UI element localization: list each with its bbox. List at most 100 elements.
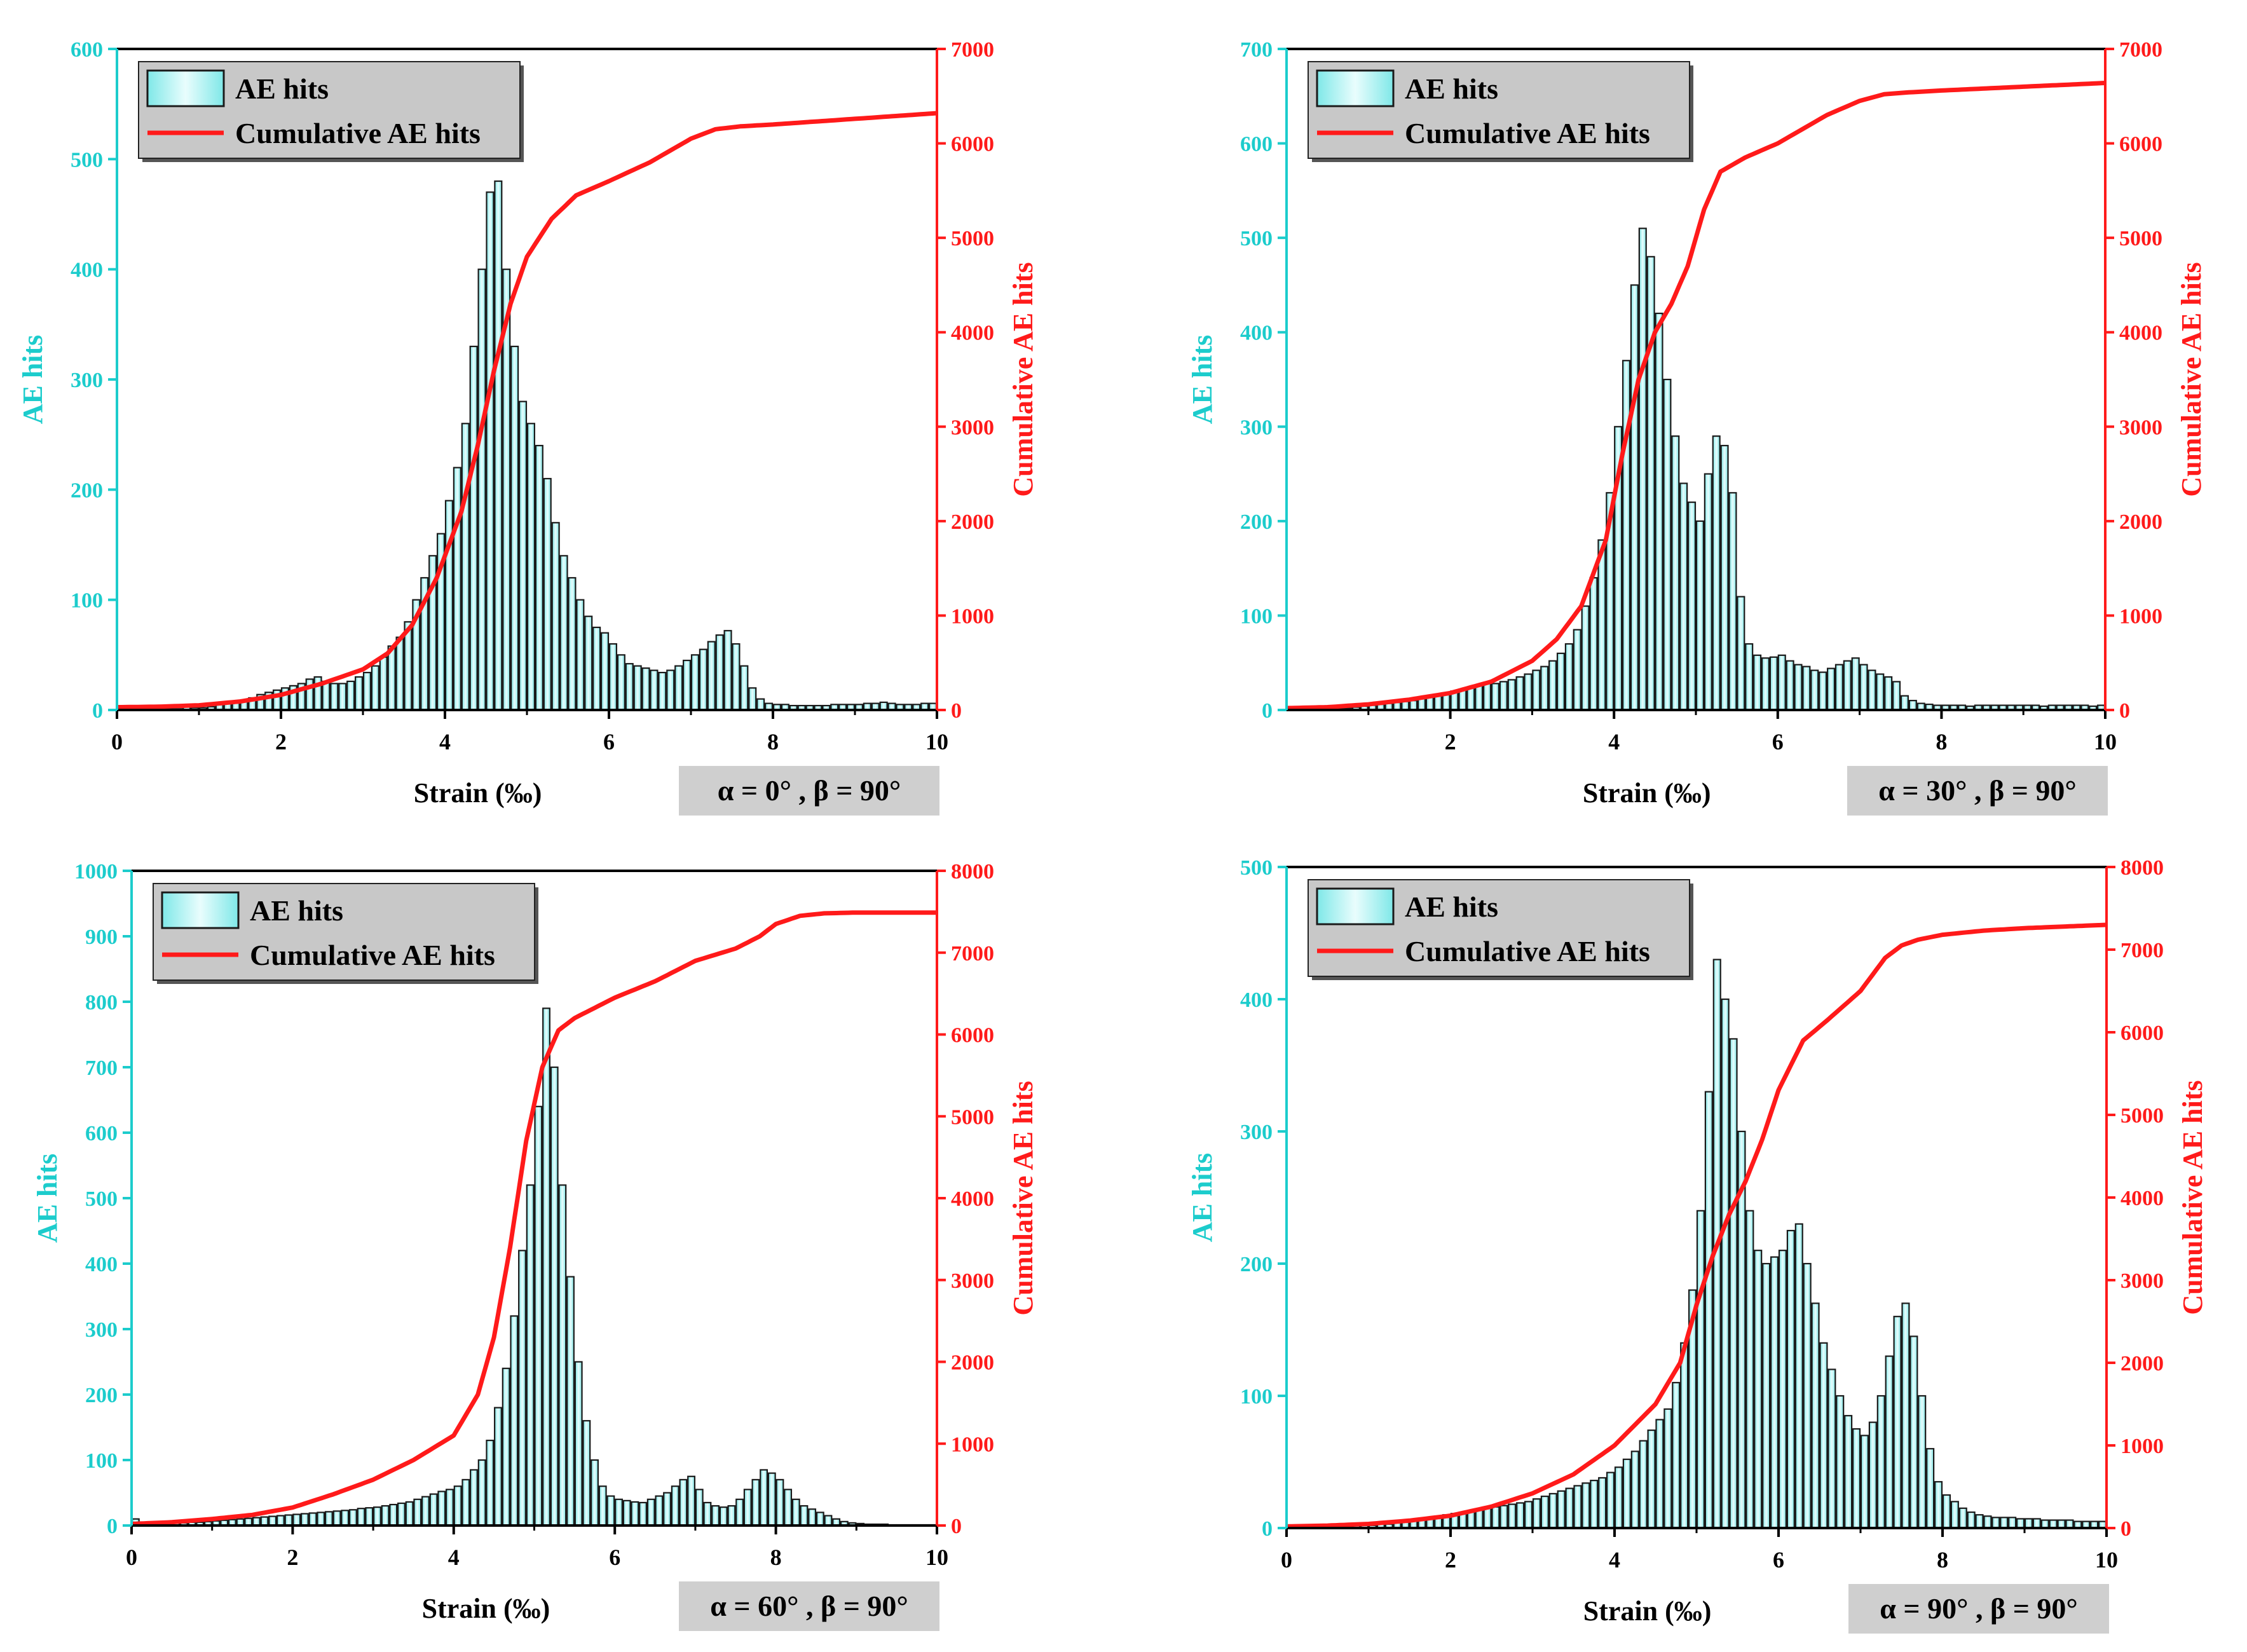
ae-hit-bar: [341, 1510, 350, 1527]
ae-hit-bar: [1671, 435, 1680, 711]
ae-hit-bar: [1696, 1210, 1705, 1529]
ae-hit-bar: [1826, 667, 1836, 711]
ae-hit-bar: [1950, 1501, 1959, 1529]
x-axis-title: Strain (‰): [1583, 1595, 1712, 1627]
right-y-axis-title: Cumulative AE hits: [1007, 262, 1039, 496]
ae-hit-bar: [510, 1315, 519, 1527]
right-y-tick-label: 2000: [2119, 510, 2162, 534]
legend-bar-swatch: [161, 891, 240, 929]
ae-hit-bar: [1975, 1514, 1984, 1529]
ae-hit-bar: [1564, 643, 1573, 711]
ae-hit-bar: [719, 1506, 728, 1527]
x-tick-label: 6: [1772, 729, 1784, 754]
ae-hit-bar: [711, 1505, 720, 1527]
x-tick-label: 4: [448, 1545, 460, 1570]
left-y-tick-label: 500: [71, 148, 103, 172]
left-y-tick-label: 400: [1240, 988, 1273, 1012]
x-tick-label: 2: [1445, 1547, 1456, 1573]
right-y-tick-label: 1000: [2119, 604, 2162, 628]
left-y-tick-label: 100: [71, 589, 103, 613]
right-y-tick-label: 3000: [2121, 1269, 2164, 1293]
ae-hit-bar: [1859, 664, 1868, 711]
ae-hit-bar: [1770, 1256, 1779, 1529]
left-y-tick-label: 300: [1240, 416, 1273, 439]
ae-hit-bar: [568, 577, 577, 711]
x-tick-label: 2: [1445, 729, 1456, 754]
ae-hit-bar: [574, 1361, 583, 1527]
left-y-tick-label: 500: [85, 1187, 118, 1211]
ae-hit-bar: [1777, 654, 1786, 711]
ae-hit-bar: [740, 665, 749, 711]
x-tick-label: 2: [287, 1545, 298, 1570]
ae-hit-bar: [1909, 1335, 1918, 1529]
left-y-tick-label: 0: [1262, 1517, 1273, 1541]
ae-hit-bar: [1655, 312, 1663, 711]
ae-hit-bar: [1852, 1428, 1861, 1529]
x-tick-label: 0: [126, 1545, 137, 1570]
ae-hit-bar: [1589, 577, 1598, 711]
ae-hit-bar: [365, 1507, 374, 1527]
ae-hit-bar: [1507, 679, 1516, 711]
ae-hit-bar: [1745, 643, 1754, 711]
ae-hit-bar: [824, 1515, 833, 1527]
ae-hit-bar: [1597, 539, 1606, 711]
annotation-angles: α = 0° , β = 90°: [718, 774, 901, 807]
x-tick-label: 0: [1281, 1547, 1292, 1573]
right-y-tick-label: 5000: [951, 227, 994, 250]
ae-hit-bar: [1515, 676, 1524, 711]
left-y-tick-label: 900: [85, 925, 118, 949]
ae-hit-bar: [633, 665, 642, 711]
ae-hit-bar: [687, 1475, 695, 1527]
ae-hit-bar: [695, 1489, 704, 1527]
legend-bar-swatch: [1316, 887, 1395, 925]
ae-hit-bar: [1983, 1515, 1992, 1529]
ae-hit-bar: [1573, 1485, 1582, 1529]
ae-hit-bar: [486, 191, 495, 711]
ae-hit-bar: [2024, 1518, 2033, 1529]
legend-label-cumulative: Cumulative AE hits: [250, 939, 495, 971]
ae-hit-bar: [655, 1495, 664, 1527]
ae-hit-bar: [469, 345, 478, 711]
x-tick-label: 0: [111, 729, 123, 754]
ae-hit-bar: [1491, 1506, 1500, 1529]
ae-hit-bar: [338, 683, 347, 711]
ae-hit-bar: [502, 1367, 510, 1527]
ae-hit-bar: [1721, 998, 1730, 1529]
right-y-tick-label: 4000: [951, 322, 994, 345]
ae-hit-bar: [2000, 1517, 2009, 1529]
ae-hit-bar: [679, 1478, 688, 1527]
ae-hit-bar: [1704, 473, 1712, 711]
legend-label-cumulative: Cumulative AE hits: [235, 117, 481, 149]
legend: AE hits Cumulative AE hits: [1308, 61, 1693, 162]
ae-hit-bar: [1663, 1408, 1672, 1529]
legend: AE hits Cumulative AE hits: [1308, 879, 1693, 980]
cumulative-line: [131, 910, 937, 1526]
chart-panel-2: 2 4 6 8 100100200300400500600700010002000300…: [1187, 38, 2207, 816]
ae-hit-bar: [1704, 1091, 1713, 1529]
ae-hit-bar: [494, 1407, 502, 1527]
right-y-tick-label: 0: [2121, 1517, 2131, 1541]
ae-hit-bar: [1876, 673, 1885, 711]
ae-hit-bar: [1892, 681, 1901, 711]
ae-hit-bar: [1524, 673, 1533, 711]
ae-hit-bar: [592, 626, 601, 711]
ae-hit-bar: [1655, 1419, 1664, 1529]
histogram-bars: [141, 180, 938, 711]
ae-hit-bar: [608, 643, 617, 711]
legend: AE hits Cumulative AE hits: [153, 883, 538, 984]
ae-hit-bar: [727, 1505, 736, 1527]
left-y-tick-label: 600: [1240, 133, 1273, 156]
ae-hit-bar: [389, 1503, 398, 1527]
ae-hit-bar: [666, 669, 675, 711]
ae-hit-bar: [800, 1505, 809, 1527]
ae-hit-bar: [1557, 1490, 1566, 1529]
ae-hit-bar: [1819, 671, 1827, 711]
legend: AE hits Cumulative AE hits: [138, 61, 524, 162]
annotation-box: [679, 766, 939, 816]
ae-hit-bar: [1958, 1507, 1967, 1529]
ae-hit-bar: [1679, 482, 1688, 711]
ae-hit-bar: [317, 1512, 325, 1527]
ae-hit-bar: [1754, 1250, 1763, 1529]
ae-hit-bar: [1581, 605, 1590, 711]
right-y-tick-label: 5000: [2121, 1104, 2164, 1128]
